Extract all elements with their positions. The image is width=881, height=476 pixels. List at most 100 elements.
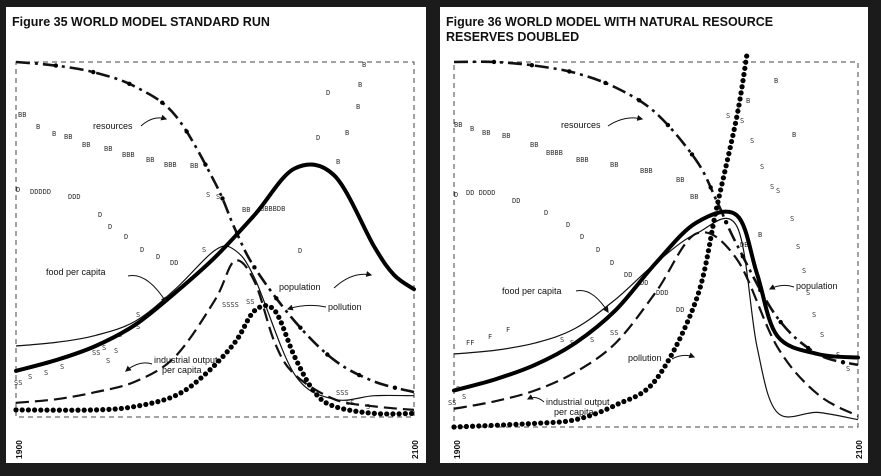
pollution-dot (149, 400, 155, 406)
resources-marker (325, 352, 330, 357)
label-arrow (575, 289, 609, 314)
model-symbol: SSSS (222, 301, 239, 309)
pollution-dot (621, 398, 627, 405)
pollution-dot (220, 353, 226, 360)
model-symbol: SS (14, 379, 22, 387)
pollution-dot (87, 407, 93, 413)
pollution-dot (408, 410, 415, 417)
pollution-dot (207, 367, 213, 373)
pollution-dot (665, 358, 671, 364)
model-symbol: DDDDD (30, 188, 51, 196)
pollution-dot (112, 406, 118, 412)
resources-marker (220, 196, 225, 201)
model-symbol: BB (190, 162, 198, 170)
pollution-dot (716, 193, 722, 199)
series-label: industrial output (154, 355, 218, 365)
model-symbol: SS (246, 298, 254, 306)
pollution-dot (469, 423, 476, 429)
series-resources-line (453, 60, 859, 367)
pollution-dot (239, 329, 245, 335)
series-label: food per capita (502, 286, 562, 296)
pollution-dot (300, 371, 306, 377)
chart-panel-figure-36: Figure 36 WORLD MODEL WITH NATURAL RESOU… (440, 7, 868, 463)
model-symbol: DD (640, 279, 648, 287)
pollution-dot (232, 339, 238, 345)
model-symbol: SS (92, 349, 100, 357)
pollution-dot (202, 371, 209, 377)
model-symbol: B (746, 97, 750, 105)
pollution-dot (723, 163, 729, 169)
model-symbol: S (726, 112, 730, 120)
model-symbol: SS (448, 399, 456, 407)
pollution-dot (390, 411, 396, 417)
pollution-dot (581, 414, 587, 421)
pollution-dot (494, 422, 500, 428)
pollution-dot (525, 421, 531, 427)
pollution-dot (143, 401, 149, 408)
pollution-dot (285, 337, 291, 343)
resources-marker (53, 63, 59, 68)
model-symbol: S (114, 347, 118, 355)
pollution-dot (724, 157, 731, 163)
model-symbol: S (216, 193, 220, 201)
pollution-dot (283, 331, 289, 338)
model-symbol: B (356, 103, 360, 111)
model-symbol: S (206, 191, 210, 199)
model-symbol: B (758, 231, 762, 239)
model-symbol: BB (82, 141, 90, 149)
resources-marker (805, 345, 811, 351)
model-symbol: B (336, 158, 340, 166)
model-symbol: D (596, 246, 600, 254)
model-symbol: BB (64, 133, 72, 141)
pollution-dot (592, 411, 599, 417)
pollution-dot (13, 407, 19, 413)
resources-marker (127, 81, 132, 86)
model-symbol: S (136, 311, 140, 319)
series-pollution-line (454, 55, 747, 427)
model-symbol: F (488, 333, 492, 341)
pollution-dot (335, 404, 341, 411)
model-symbol: S (462, 393, 466, 401)
model-symbol: DD (624, 271, 632, 279)
pollution-dot (671, 347, 677, 353)
pollution-dot (295, 360, 301, 366)
model-symbol: B (345, 129, 349, 137)
pollution-dot (31, 407, 38, 413)
pollution-dot (276, 314, 282, 320)
pollution-dot (347, 407, 353, 413)
series-population-line (452, 209, 860, 393)
model-symbol: S (770, 183, 774, 191)
pollution-dot (712, 211, 718, 217)
pollution-dot (216, 358, 222, 364)
series-pollution (13, 302, 415, 417)
pollution-dot (224, 349, 230, 355)
model-symbol: S (366, 403, 370, 411)
chart-title: Figure 36 WORLD MODEL WITH NATURAL RESOU… (446, 15, 773, 45)
pollution-dot (742, 65, 748, 71)
model-symbol: BB (530, 141, 538, 149)
resources-marker (708, 185, 713, 190)
pollution-dot (44, 407, 50, 413)
label-arrow (286, 304, 327, 311)
model-symbol: B (358, 81, 362, 89)
pollution-dot (531, 420, 538, 427)
model-symbol: B (774, 77, 778, 85)
resources-marker (203, 162, 208, 167)
pollution-dot (402, 411, 408, 417)
pollution-dot (647, 383, 654, 389)
pollution-dot (25, 407, 31, 413)
label-arrow (333, 271, 373, 289)
title-line: RESERVES DOUBLED (446, 30, 580, 44)
label-arrow (127, 275, 167, 304)
model-symbol: B (36, 123, 40, 131)
series-label: pollution (328, 302, 362, 312)
pollution-dot (463, 423, 469, 430)
resources-marker (491, 59, 497, 65)
pollution-dot (396, 411, 402, 417)
pollution-dot (69, 407, 75, 413)
pollution-dot (235, 334, 242, 340)
pollution-dot (281, 326, 287, 332)
model-symbol: S (560, 336, 564, 344)
pollution-dot (118, 405, 124, 412)
model-symbol: D (98, 211, 102, 219)
